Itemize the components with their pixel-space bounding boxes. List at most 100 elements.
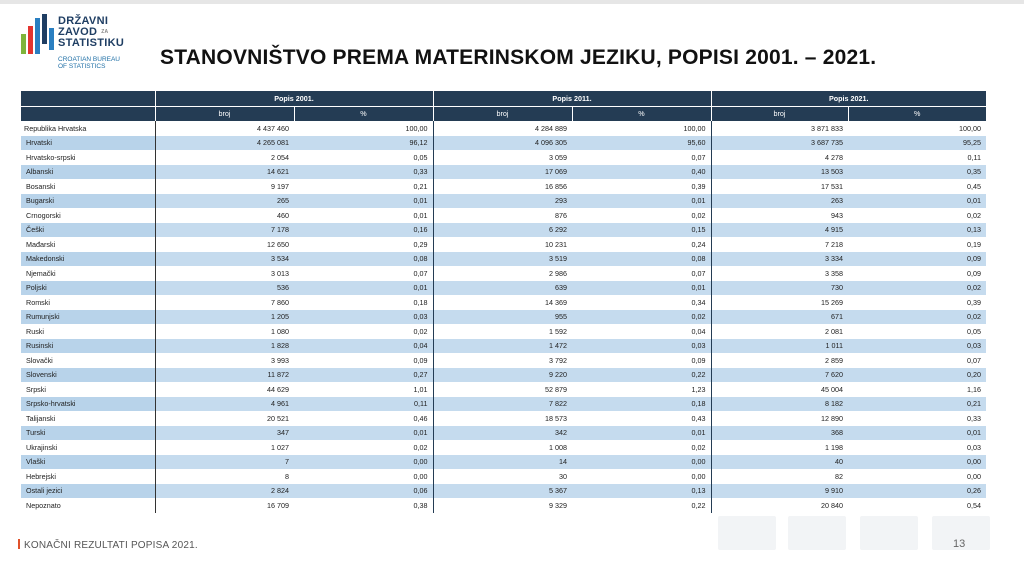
header-census-2001: Popis 2001.	[154, 91, 433, 106]
decor-block	[932, 516, 990, 550]
count-cell: 16 709	[155, 498, 294, 513]
count-cell: 15 269	[710, 295, 848, 310]
count-cell: 7 178	[155, 222, 294, 237]
count-cell: 1 205	[155, 309, 294, 324]
percent-cell: 0,34	[572, 295, 711, 310]
table-row: Ostali jezici 2 824 0,06 5 367 0,13 9 910 0,26	[21, 483, 986, 498]
percent-cell: 0,20	[848, 367, 986, 382]
count-cell: 17 531	[710, 179, 848, 194]
percent-cell: 0,01	[572, 425, 711, 440]
header-row-censuses: Popis 2001. Popis 2011. Popis 2021.	[21, 91, 986, 106]
percent-cell: 0,22	[572, 367, 711, 382]
percent-cell: 0,01	[294, 425, 433, 440]
count-cell: 5 367	[432, 483, 572, 498]
percent-cell: 0,00	[572, 469, 711, 484]
count-cell: 1 008	[432, 440, 572, 455]
count-cell: 7 218	[710, 237, 848, 252]
table-row: Republika Hrvatska 4 437 460 100,00 4 284 8…	[21, 121, 986, 136]
count-cell: 7 822	[432, 396, 572, 411]
count-cell: 536	[155, 280, 294, 295]
count-cell: 368	[710, 425, 848, 440]
header-percent: %	[847, 105, 986, 121]
language-cell: Bugarski	[21, 193, 156, 208]
count-cell: 1 198	[710, 440, 848, 455]
count-cell: 9 220	[432, 367, 572, 382]
header-broj: broj	[432, 105, 572, 121]
percent-cell: 0,00	[848, 469, 986, 484]
percent-cell: 1,01	[294, 382, 433, 397]
census-table: Popis 2001. Popis 2011. Popis 2021. broj…	[21, 91, 986, 513]
top-divider	[0, 0, 1024, 4]
percent-cell: 0,02	[848, 280, 986, 295]
count-cell: 52 879	[432, 382, 572, 397]
percent-cell: 0,16	[294, 222, 433, 237]
count-cell: 342	[432, 425, 572, 440]
language-cell: Vlaški	[21, 454, 156, 469]
language-cell: Hebrejski	[21, 469, 156, 484]
count-cell: 20 840	[710, 498, 848, 513]
percent-cell: 0,03	[572, 338, 711, 353]
count-cell: 17 069	[432, 164, 572, 179]
count-cell: 16 856	[432, 179, 572, 194]
percent-cell: 0,02	[294, 324, 433, 339]
table-row: Hrvatski 4 265 081 96,12 4 096 305 95,60 3 68…	[21, 135, 986, 150]
percent-cell: 0,33	[848, 411, 986, 426]
count-cell: 2 081	[710, 324, 848, 339]
count-cell: 460	[155, 208, 294, 223]
language-cell: Njemački	[21, 266, 156, 281]
percent-cell: 0,07	[848, 353, 986, 368]
percent-cell: 0,04	[572, 324, 711, 339]
count-cell: 14 369	[432, 295, 572, 310]
footer: KONAČNI REZULTATI POPISA 2021.	[18, 539, 198, 551]
percent-cell: 0,01	[572, 280, 711, 295]
table-row: Češki 7 178 0,16 6 292 0,15 4 915 0,13	[21, 222, 986, 237]
table-row: Crnogorski 460 0,01 876 0,02 943 0,02	[21, 208, 986, 223]
language-cell: Hrvatsko-srpski	[21, 150, 156, 165]
logo-line-2-note: ZA	[101, 29, 109, 35]
percent-cell: 0,09	[572, 353, 711, 368]
table-row: Srpski 44 629 1,01 52 879 1,23 45 004 1,16	[21, 382, 986, 397]
percent-cell: 0,00	[848, 454, 986, 469]
percent-cell: 0,00	[572, 454, 711, 469]
percent-cell: 1,23	[572, 382, 711, 397]
percent-cell: 0,39	[572, 179, 711, 194]
count-cell: 876	[432, 208, 572, 223]
percent-cell: 0,11	[294, 396, 433, 411]
header-broj: broj	[154, 105, 294, 121]
header-row-units: broj % broj % broj %	[21, 105, 986, 121]
language-cell: Ruski	[21, 324, 156, 339]
logo-line-3: STATISTIKU	[58, 37, 125, 49]
table-row: Hrvatsko-srpski 2 054 0,05 3 059 0,07 4 278 0,…	[21, 150, 986, 165]
count-cell: 2 859	[710, 353, 848, 368]
language-cell: Ukrajinski	[21, 440, 156, 455]
percent-cell: 0,26	[848, 483, 986, 498]
language-cell: Crnogorski	[21, 208, 156, 223]
percent-cell: 0,24	[572, 237, 711, 252]
table-row: Rumunjski 1 205 0,03 955 0,02 671 0,02	[21, 309, 986, 324]
language-cell: Albanski	[21, 164, 156, 179]
percent-cell: 0,02	[848, 208, 986, 223]
language-cell: Srpsko-hrvatski	[21, 396, 156, 411]
percent-cell: 0,18	[294, 295, 433, 310]
page-title: STANOVNIŠTVO PREMA MATERINSKOM JEZIKU, P…	[160, 46, 877, 69]
language-cell: Nepoznato	[21, 498, 156, 513]
percent-cell: 0,09	[848, 251, 986, 266]
percent-cell: 0,01	[848, 425, 986, 440]
count-cell: 7	[155, 454, 294, 469]
table-row: Ruski 1 080 0,02 1 592 0,04 2 081 0,05	[21, 324, 986, 339]
count-cell: 8	[155, 469, 294, 484]
count-cell: 4 278	[710, 150, 848, 165]
count-cell: 1 027	[155, 440, 294, 455]
language-cell: Slovenski	[21, 367, 156, 382]
dzs-logo: DRŽAVNI ZAVOD ZA STATISTIKU CROATIAN BURE…	[20, 14, 150, 74]
header-corner	[21, 91, 155, 106]
count-cell: 18 573	[432, 411, 572, 426]
decor-block	[718, 516, 776, 550]
percent-cell: 0,39	[848, 295, 986, 310]
percent-cell: 0,02	[572, 440, 711, 455]
count-cell: 3 013	[155, 266, 294, 281]
language-cell: Bosanski	[21, 179, 156, 194]
table-row: Slovački 3 993 0,09 3 792 0,09 2 859 0,07	[21, 353, 986, 368]
percent-cell: 0,07	[572, 150, 711, 165]
percent-cell: 96,12	[294, 135, 433, 150]
